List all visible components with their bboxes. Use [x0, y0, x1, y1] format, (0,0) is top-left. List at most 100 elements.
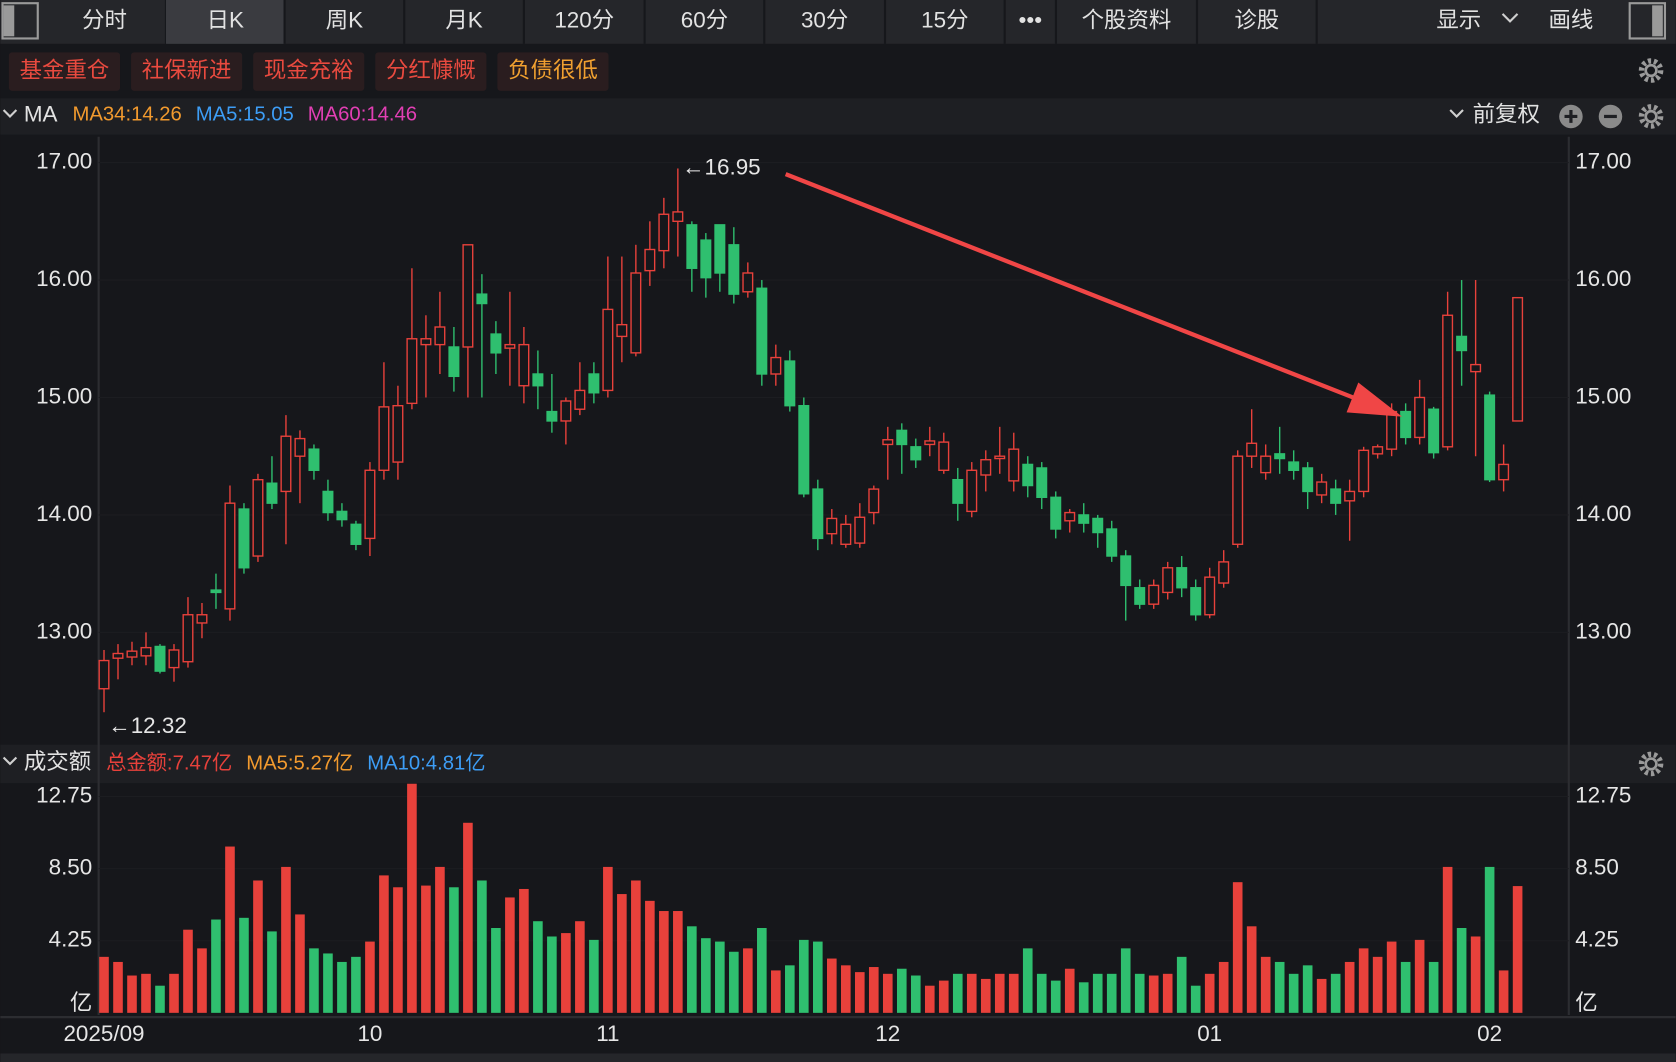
tag[interactable]: 现金充裕	[264, 58, 354, 83]
volume-bar	[1316, 978, 1327, 1013]
tab[interactable]: 120分	[554, 7, 614, 32]
volume-bar	[743, 948, 753, 1013]
candle-body	[1498, 463, 1510, 481]
tag[interactable]: 社保新进	[142, 58, 232, 83]
volume-bar	[533, 921, 543, 1013]
tab[interactable]: •••	[1019, 7, 1043, 32]
volume-bar	[1036, 973, 1047, 1013]
volume-bar	[141, 973, 151, 1013]
add-indicator[interactable]	[1559, 104, 1583, 129]
candle-body	[1456, 335, 1468, 352]
volume-bar	[449, 887, 459, 1013]
tab[interactable]: 月K	[445, 7, 482, 32]
candle-body	[1400, 410, 1412, 439]
tab[interactable]: 个股资料	[1082, 7, 1172, 32]
y-tick-label: 16.00	[36, 266, 92, 291]
candle-body	[364, 469, 376, 540]
tab-bar: 分时 日K 周K 月K 120分 60分 30分 15分 ••• 个股资料 诊股	[82, 0, 1318, 44]
tab[interactable]: 30分	[801, 7, 848, 32]
candle-body	[1204, 576, 1216, 616]
candle-body	[924, 440, 936, 446]
collapse-icon[interactable]	[2, 109, 18, 118]
volume-bar	[197, 948, 207, 1013]
candle-body	[1120, 555, 1132, 587]
candle-body	[378, 406, 390, 471]
volume-tick-label-right: 8.50	[1575, 855, 1619, 880]
volume-bar	[1092, 973, 1103, 1013]
draw-menu[interactable]: 画线	[1549, 7, 1594, 32]
volume-bar	[561, 933, 571, 1013]
volume-bar	[812, 941, 823, 1013]
remove-indicator[interactable]	[1598, 104, 1623, 129]
tag-bg	[131, 52, 243, 91]
candle-body	[532, 373, 544, 387]
volume-bar	[1008, 973, 1019, 1013]
candle-body	[882, 439, 894, 446]
candle-body	[462, 244, 474, 348]
volume-bar	[687, 926, 697, 1013]
y-tick-label-right: 16.00	[1575, 266, 1631, 291]
indicator-settings[interactable]	[1638, 104, 1664, 129]
candle-body	[980, 459, 992, 476]
candle-body	[784, 360, 796, 407]
tag[interactable]: 负债很低	[508, 58, 598, 83]
candle-body	[308, 448, 320, 471]
volume-bar	[575, 921, 585, 1013]
volume-bar	[1414, 939, 1425, 1013]
volume-bar	[729, 951, 739, 1013]
candle-body	[840, 523, 852, 545]
tag-bg	[253, 52, 365, 91]
collapse-icon[interactable]	[2, 756, 18, 766]
candle-body	[896, 429, 908, 446]
volume-bar	[1204, 973, 1215, 1013]
candle-body	[238, 508, 250, 569]
tab[interactable]: 周K	[326, 7, 363, 32]
candle-body	[728, 244, 740, 295]
volume-bar	[910, 975, 921, 1013]
x-tick-label: 02	[1477, 1021, 1502, 1046]
display-menu[interactable]: 显示	[1436, 7, 1481, 32]
ma-legend: MA34:14.26	[72, 104, 181, 126]
candle-body	[672, 211, 684, 223]
candle-body	[756, 287, 768, 375]
volume-bar	[183, 929, 193, 1013]
sidebar-toggle[interactable]	[1, 2, 39, 40]
ma-legend: MA60:14.46	[308, 104, 417, 126]
tab[interactable]: 诊股	[1234, 7, 1279, 32]
candle-body	[490, 333, 502, 354]
tag[interactable]: 分红慷慨	[386, 58, 476, 83]
volume-bar	[337, 961, 347, 1013]
volume-bar	[1260, 956, 1271, 1013]
volume-bar	[631, 880, 641, 1013]
candle-body	[714, 224, 726, 274]
volume-tick-label: 4.25	[49, 927, 93, 952]
tab[interactable]: 15分	[921, 7, 968, 32]
panel-toggle[interactable]	[1628, 2, 1667, 40]
candle-body	[798, 405, 810, 495]
tab[interactable]: 日K	[207, 7, 244, 32]
volume-bar	[1442, 866, 1453, 1013]
candle-body	[518, 343, 530, 387]
volume-bar	[113, 961, 123, 1013]
volume-bar	[1484, 866, 1495, 1013]
high-annotation: ←16.95	[682, 154, 761, 179]
candle-body	[560, 400, 572, 422]
volume-bar	[1232, 882, 1243, 1013]
volume-bar	[938, 980, 949, 1013]
candle-body	[812, 488, 824, 540]
volume-bar	[840, 965, 851, 1013]
tag[interactable]: 基金重仓	[20, 58, 110, 83]
volume-bar	[463, 822, 473, 1013]
candle-body	[602, 308, 614, 392]
settings-icon[interactable]	[1638, 58, 1664, 83]
volume-settings[interactable]	[1638, 751, 1664, 777]
tab[interactable]: 分时	[82, 7, 127, 32]
candle-body	[1330, 488, 1342, 504]
plot: 13.00 13.00 14.00 14.00 15.00 15.00 16.00 16.00…	[36, 149, 1631, 1047]
candle-body	[322, 490, 334, 514]
volume-bar	[1288, 973, 1299, 1013]
candle-body	[294, 437, 306, 457]
tab[interactable]: 60分	[681, 7, 728, 32]
candle-body	[476, 293, 488, 305]
adjust-mode[interactable]: 前复权	[1473, 101, 1540, 126]
